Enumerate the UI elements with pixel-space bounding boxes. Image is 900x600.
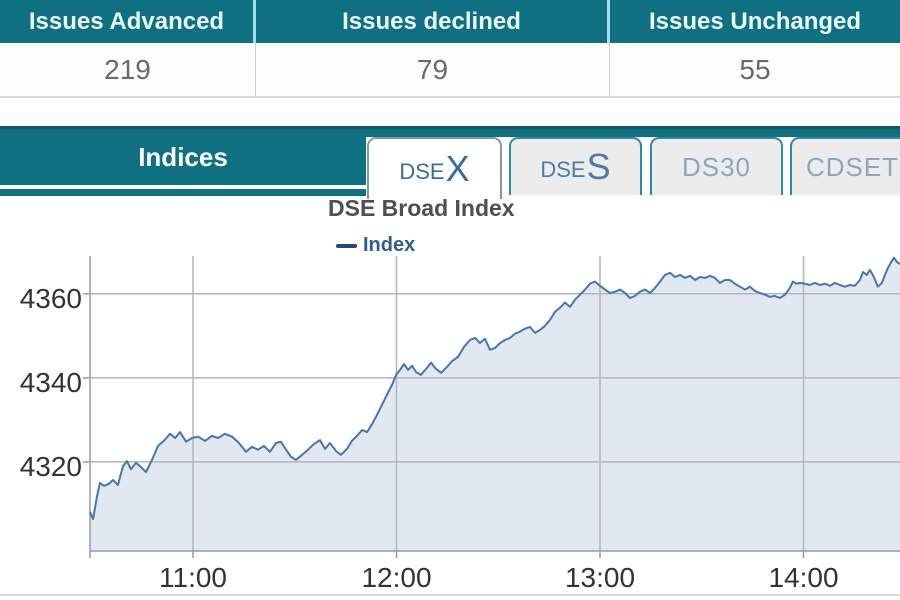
market-summary-header-row: Issues Advanced Issues declined Issues U… [0,0,900,43]
tabstrip-top [366,126,900,137]
header-issues-unchanged: Issues Unchanged [610,0,900,43]
header-issues-declined: Issues declined [256,0,610,43]
legend-line-marker-icon [336,243,357,248]
header-issues-advanced: Issues Advanced [0,0,256,43]
chart-legend: Index [336,234,415,257]
tab-ds30[interactable]: DS30 [650,137,783,195]
market-summary-value-row: 219 79 55 [0,43,900,98]
y-axis-label: 4340 [19,366,82,398]
x-axis-label: 14:00 [768,562,839,593]
tab-dsex-suffix: X [445,148,470,189]
tab-dses-suffix: S [586,146,611,187]
chart-title: DSE Broad Index [328,195,515,221]
tab-dses[interactable]: DSE S [509,137,642,195]
issues-declined-value: 79 [256,43,610,96]
y-axis-label: 4360 [19,282,82,314]
tab-dsex[interactable]: DSE X [367,137,502,199]
legend-series-label: Index [363,234,416,256]
header-issues-declined-label: Issues declined [342,7,521,35]
indices-title-bar: Indices [0,126,366,185]
tab-cdset[interactable]: CDSET [790,137,900,195]
indices-band: Indices DSE X DSE S DS30 CDSET [0,126,900,200]
x-axis-label: 11:00 [159,562,227,593]
indices-title: Indices [138,141,228,172]
y-axis-label: 4320 [19,450,82,482]
tab-dses-prefix: DSE [540,157,586,182]
bottom-divider [0,594,900,596]
tab-cdset-label: CDSET [805,151,900,182]
header-issues-unchanged-label: Issues Unchanged [648,7,862,35]
x-axis-label: 13:00 [564,562,636,593]
issues-advanced-value: 219 [0,43,256,96]
tab-ds30-label: DS30 [681,151,752,182]
issues-unchanged-value: 55 [739,53,771,85]
indices-bottom-stripe [0,189,366,196]
x-axis-label: 12:00 [361,562,432,593]
header-issues-advanced-label: Issues Advanced [28,7,225,35]
tab-dsex-prefix: DSE [399,159,445,184]
